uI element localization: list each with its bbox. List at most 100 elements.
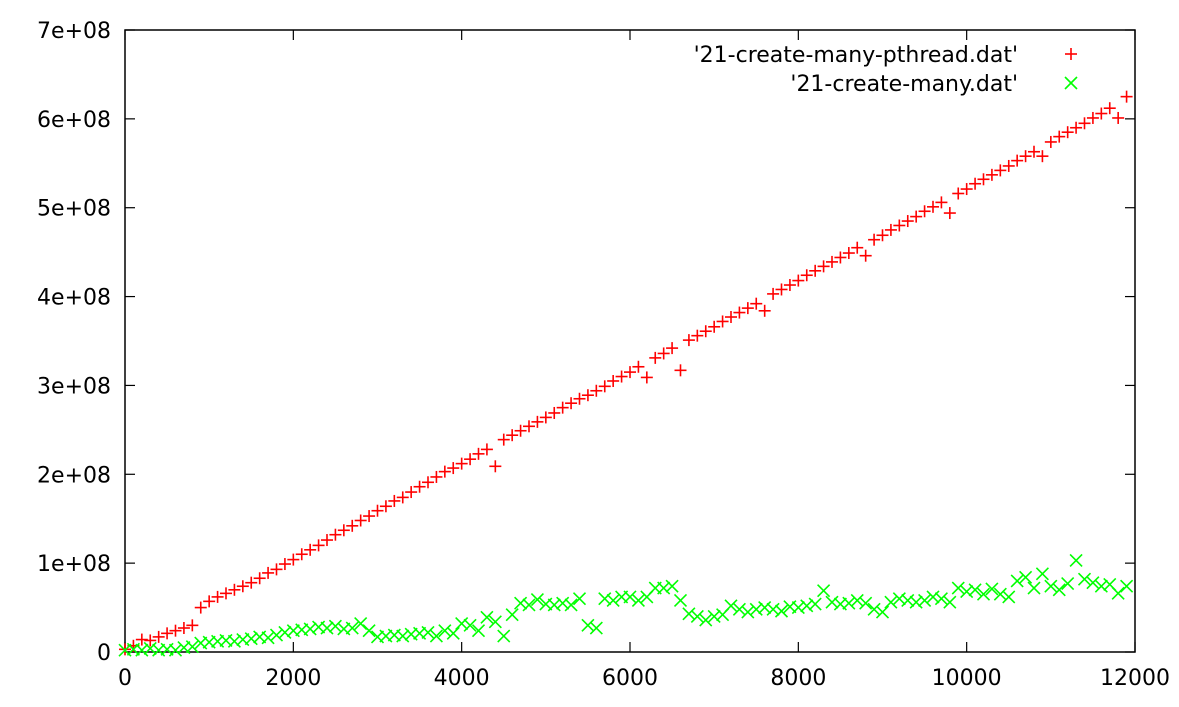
data-point-series-1 <box>598 592 612 606</box>
data-point-series-0 <box>901 215 914 228</box>
data-point-series-0 <box>438 465 451 478</box>
data-point-series-1 <box>488 615 502 629</box>
data-point-series-0 <box>741 302 754 315</box>
data-point-series-0 <box>262 566 275 579</box>
data-point-series-0 <box>295 548 308 561</box>
data-point-series-0 <box>994 164 1007 177</box>
data-point-series-1 <box>1027 581 1041 595</box>
data-point-series-1 <box>859 596 873 610</box>
data-point-series-0 <box>363 510 376 523</box>
data-point-series-0 <box>430 470 443 483</box>
data-point-series-1 <box>497 629 511 643</box>
data-point-series-0 <box>624 366 636 379</box>
x-tick-label: 6000 <box>602 666 658 691</box>
data-point-series-0 <box>977 173 990 186</box>
data-point-series-0 <box>876 229 889 242</box>
data-point-series-0 <box>514 424 527 437</box>
data-point-series-0 <box>396 491 409 504</box>
data-point-series-0 <box>497 433 510 446</box>
data-point-series-0 <box>152 630 165 643</box>
data-point-series-0 <box>1086 111 1099 124</box>
data-point-series-0 <box>615 370 628 383</box>
data-point-series-0 <box>278 558 291 571</box>
data-point-series-0 <box>960 183 973 196</box>
data-point-series-1 <box>623 590 637 604</box>
y-tick-label: 2e+08 <box>37 463 111 488</box>
data-point-series-1 <box>1010 574 1024 588</box>
data-point-series-1 <box>547 598 561 612</box>
data-point-series-0 <box>523 420 535 433</box>
data-point-series-0 <box>598 380 611 393</box>
data-point-series-1 <box>884 595 898 609</box>
data-point-series-1 <box>800 599 814 613</box>
data-point-series-0 <box>674 364 687 377</box>
data-point-series-0 <box>1070 121 1083 134</box>
y-tick-label: 4e+08 <box>37 286 111 311</box>
data-point-series-0 <box>556 401 569 414</box>
y-tick-label: 6e+08 <box>37 108 111 133</box>
data-point-series-1 <box>1120 579 1134 593</box>
data-point-series-1 <box>1086 576 1100 590</box>
data-point-series-1 <box>673 593 688 608</box>
data-point-series-0 <box>194 601 207 614</box>
data-point-series-0 <box>910 210 923 223</box>
data-point-series-0 <box>893 219 906 232</box>
y-tick-label: 3e+08 <box>37 374 111 399</box>
legend-marker <box>1065 48 1077 60</box>
data-point-series-1 <box>143 641 157 656</box>
x-tick-label: 4000 <box>434 666 490 691</box>
data-point-series-1 <box>968 583 982 597</box>
data-point-series-0 <box>489 460 502 473</box>
data-point-series-1 <box>269 628 284 642</box>
data-point-series-1 <box>463 618 477 632</box>
data-point-series-1 <box>976 587 991 601</box>
data-point-series-0 <box>834 251 847 264</box>
data-point-series-0 <box>161 627 174 640</box>
data-point-series-0 <box>809 264 822 277</box>
data-point-series-0 <box>447 462 460 475</box>
data-point-series-1 <box>774 604 789 618</box>
data-point-series-0 <box>1011 154 1024 167</box>
data-point-series-0 <box>918 205 931 218</box>
data-point-series-0 <box>783 279 796 292</box>
data-point-series-0 <box>371 504 384 517</box>
data-point-series-1 <box>1019 570 1033 584</box>
data-point-series-1 <box>850 593 864 608</box>
data-point-series-0 <box>413 480 426 493</box>
data-point-series-0 <box>1019 150 1032 163</box>
y-tick-label: 1e+08 <box>37 552 111 577</box>
data-point-series-1 <box>749 602 763 616</box>
data-point-series-1 <box>455 617 469 631</box>
data-point-series-0 <box>144 634 157 647</box>
data-point-series-1 <box>1044 579 1058 593</box>
data-point-series-1 <box>135 643 149 657</box>
data-point-series-0 <box>649 351 662 364</box>
data-point-series-0 <box>1053 130 1066 143</box>
data-point-series-1 <box>1052 583 1066 597</box>
data-point-series-1 <box>926 590 940 604</box>
data-point-series-1 <box>892 592 906 606</box>
data-point-series-1 <box>530 593 544 607</box>
data-point-series-1 <box>185 640 199 654</box>
data-point-series-1 <box>556 596 570 610</box>
data-point-series-1 <box>699 613 713 627</box>
data-point-series-0 <box>1044 135 1057 148</box>
data-point-series-1 <box>758 601 772 615</box>
data-point-series-0 <box>632 360 645 373</box>
data-point-series-0 <box>640 371 653 384</box>
data-point-series-1 <box>985 582 999 596</box>
data-point-series-1 <box>707 609 721 624</box>
data-point-series-1 <box>1094 579 1108 593</box>
data-point-series-1 <box>278 625 292 640</box>
data-point-series-0 <box>177 622 190 635</box>
data-point-series-1 <box>572 592 587 606</box>
data-point-series-0 <box>699 325 712 338</box>
data-point-series-0 <box>245 576 258 589</box>
data-point-series-0 <box>1103 102 1116 115</box>
data-point-series-0 <box>666 342 679 355</box>
data-point-series-0 <box>455 457 468 470</box>
data-point-series-0 <box>935 196 948 209</box>
data-point-series-1 <box>244 632 258 646</box>
data-point-series-0 <box>220 587 232 600</box>
